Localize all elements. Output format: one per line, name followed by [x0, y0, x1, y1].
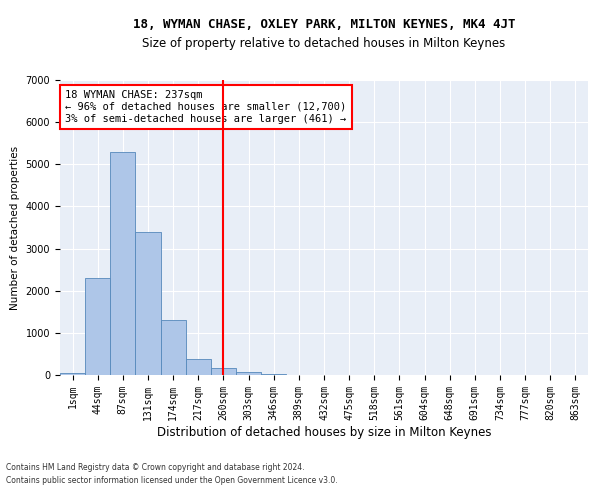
- Bar: [110, 152, 136, 375]
- Bar: [261, 374, 286, 375]
- X-axis label: Distribution of detached houses by size in Milton Keynes: Distribution of detached houses by size …: [157, 426, 491, 438]
- Bar: [236, 372, 261, 375]
- Text: Contains public sector information licensed under the Open Government Licence v3: Contains public sector information licen…: [6, 476, 338, 485]
- Bar: [136, 232, 161, 375]
- Y-axis label: Number of detached properties: Number of detached properties: [10, 146, 20, 310]
- Text: Size of property relative to detached houses in Milton Keynes: Size of property relative to detached ho…: [142, 38, 506, 51]
- Bar: [85, 278, 110, 375]
- Text: 18 WYMAN CHASE: 237sqm
← 96% of detached houses are smaller (12,700)
3% of semi-: 18 WYMAN CHASE: 237sqm ← 96% of detached…: [65, 90, 347, 124]
- Bar: [186, 359, 211, 375]
- Bar: [211, 368, 236, 375]
- Text: Contains HM Land Registry data © Crown copyright and database right 2024.: Contains HM Land Registry data © Crown c…: [6, 464, 305, 472]
- Bar: [161, 320, 186, 375]
- Bar: [60, 373, 85, 375]
- Text: 18, WYMAN CHASE, OXLEY PARK, MILTON KEYNES, MK4 4JT: 18, WYMAN CHASE, OXLEY PARK, MILTON KEYN…: [133, 18, 515, 30]
